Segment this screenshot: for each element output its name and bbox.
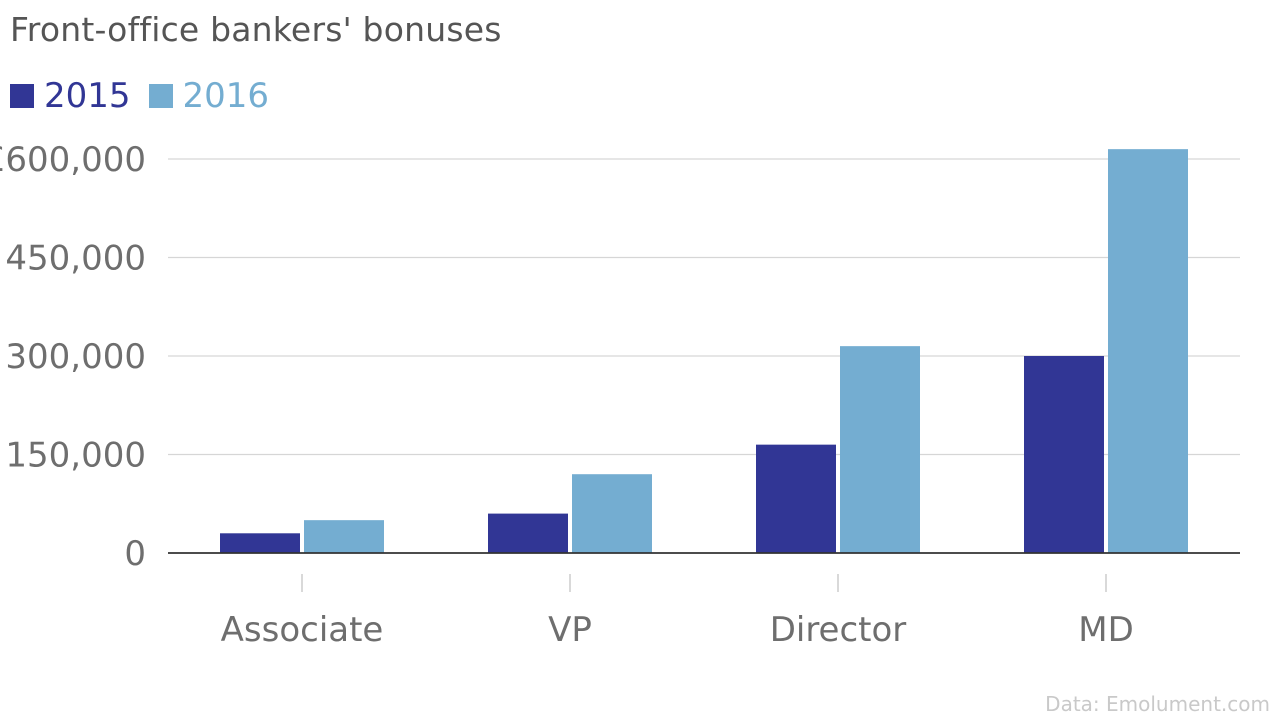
x-tick-label: MD <box>1078 610 1134 650</box>
legend-item-2015: 2015 <box>10 76 131 116</box>
y-tick-label: 300,000 <box>5 337 146 377</box>
bar-2015-md <box>1024 356 1104 553</box>
legend-label-2015: 2015 <box>44 76 131 116</box>
y-tick-label: 150,000 <box>5 436 146 476</box>
bar-2015-vp <box>488 513 568 553</box>
bar-2016-director <box>840 346 920 553</box>
y-tick-label: 450,000 <box>5 239 146 279</box>
legend-item-2016: 2016 <box>148 76 270 116</box>
legend-swatch-2016 <box>148 84 173 108</box>
y-tick-label: £600,000 <box>0 140 146 180</box>
chart-legend: 2015 2016 <box>10 76 287 116</box>
x-tick-label: Director <box>770 610 907 650</box>
x-tick-label: VP <box>548 610 592 650</box>
bar-2016-associate <box>304 520 384 553</box>
legend-label-2016: 2016 <box>182 76 270 116</box>
source-note: Data: Emolument.com <box>1045 692 1270 716</box>
legend-swatch-2015 <box>10 84 34 108</box>
y-tick-label: 0 <box>124 534 146 574</box>
bar-2016-md <box>1108 149 1188 553</box>
bar-2016-vp <box>572 474 652 553</box>
bar-2015-director <box>756 444 836 553</box>
chart-title: Front-office bankers' bonuses <box>10 10 502 49</box>
x-tick-label: Associate <box>221 610 384 650</box>
bar-2015-associate <box>220 533 300 553</box>
